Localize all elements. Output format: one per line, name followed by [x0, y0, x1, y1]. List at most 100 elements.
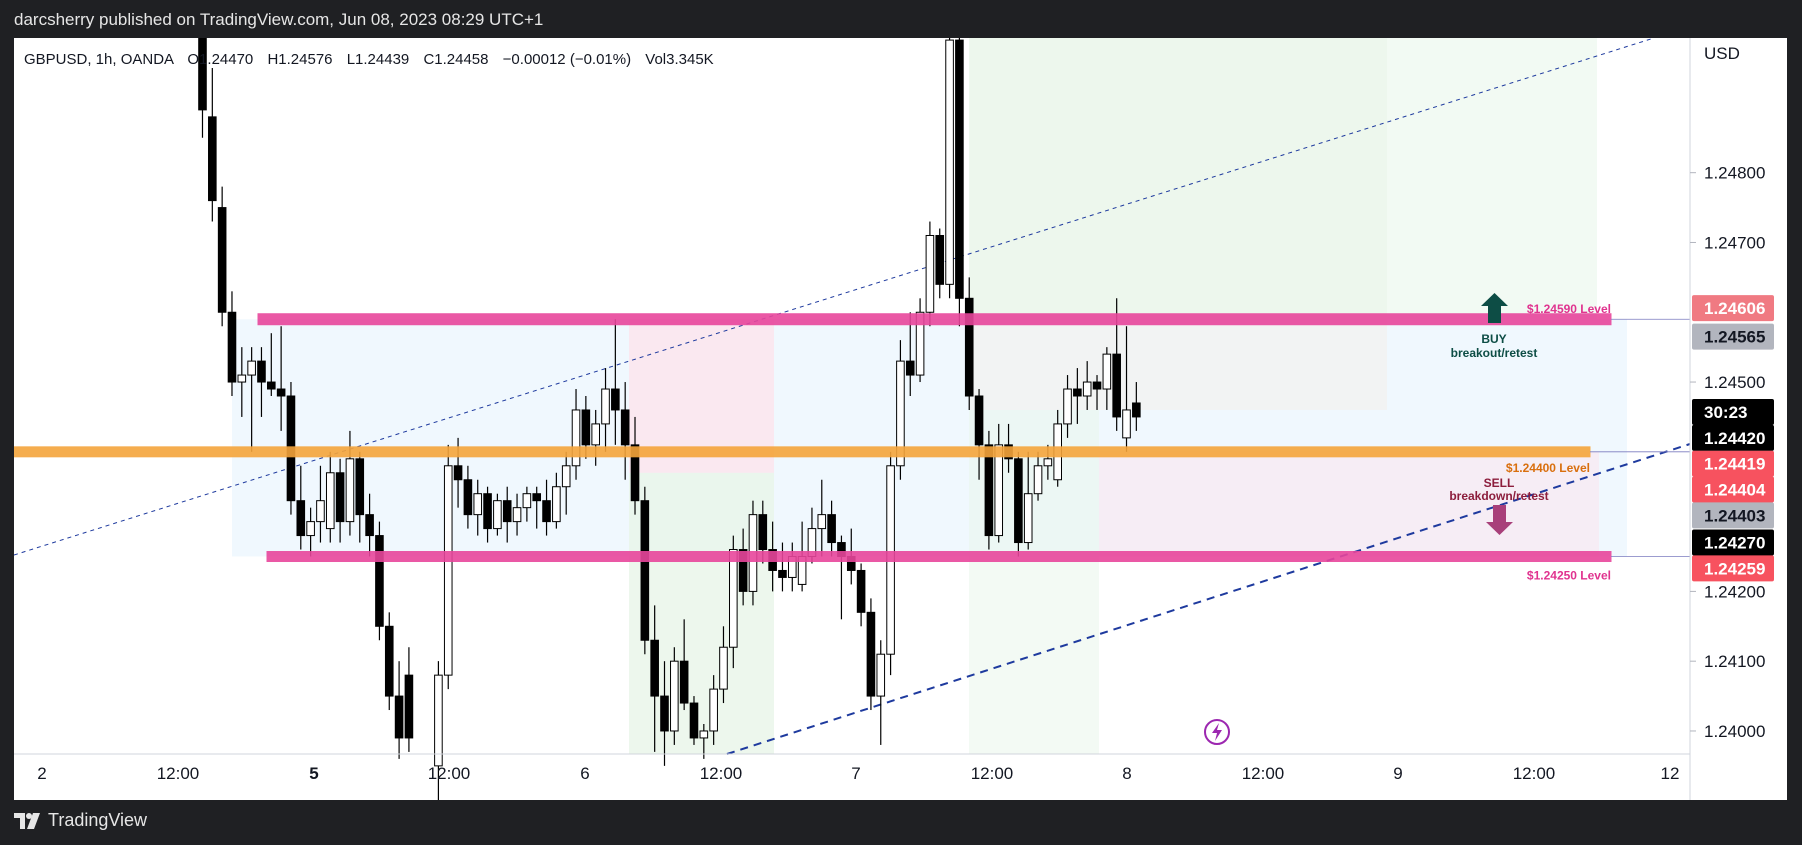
bullish-candle-body — [493, 500, 502, 530]
bullish-candle-body — [876, 653, 886, 697]
bullish-candle-body — [729, 549, 738, 648]
candle — [355, 451, 365, 543]
candle — [1063, 375, 1072, 438]
symbol-name: GBPUSD, 1h, OANDA — [24, 51, 174, 68]
bearish-candle-body — [227, 311, 237, 383]
bearish-candle-body — [208, 116, 217, 202]
price-badge-bg — [1692, 450, 1774, 477]
candle — [247, 347, 256, 452]
candle — [964, 277, 974, 410]
bearish-candle-body — [778, 569, 787, 578]
candle — [817, 479, 827, 557]
bearish-candle-body — [1073, 388, 1082, 397]
bearish-candle-body — [1014, 458, 1023, 544]
price-badges: 1.24606 1.24565 30:23 1.24420 1.24419 1.24404… — [1692, 295, 1774, 582]
bullish-candle-body — [316, 500, 325, 523]
candle — [699, 723, 709, 759]
buy-position-profit-zone — [969, 38, 1387, 320]
candle — [935, 228, 945, 299]
price-tick-label: 1.24200 — [1704, 582, 1765, 601]
bearish-candle-body — [375, 535, 384, 627]
bullish-candle-body — [699, 730, 709, 739]
candle — [463, 465, 473, 529]
candle — [886, 451, 895, 676]
tradingview-brand: TradingView — [48, 810, 148, 830]
bearish-candle-body — [660, 695, 669, 732]
time-axis[interactable]: 2 12:00 5 12:00 6 12:00 7 12:00 8 12:00 9 12:00 12 — [37, 764, 1679, 783]
bearish-candle-body — [974, 395, 984, 446]
bullish-candle-body — [512, 507, 522, 523]
price-badge: 1.24404 — [1692, 476, 1774, 503]
candle — [1132, 382, 1141, 431]
candle — [925, 221, 935, 327]
candle — [905, 312, 915, 396]
bearish-candle-body — [935, 234, 945, 285]
price-badge-bg — [1692, 502, 1774, 529]
candle — [512, 493, 522, 536]
bullish-candle-body — [237, 374, 247, 383]
candle — [434, 661, 443, 800]
candle — [198, 38, 207, 138]
bullish-candle-body — [1122, 409, 1131, 439]
bearish-candle-body — [542, 500, 551, 523]
level-band[interactable] — [257, 313, 1612, 326]
candle — [915, 298, 925, 383]
candle — [738, 528, 748, 606]
price-tick-label: 1.24000 — [1704, 722, 1765, 741]
candle — [1033, 451, 1043, 501]
bullish-candle-body — [473, 493, 483, 516]
bullish-candle-body — [719, 646, 728, 690]
bullish-candle-body — [306, 521, 315, 537]
bearish-candle-body — [738, 549, 748, 592]
level-band[interactable] — [266, 551, 1612, 563]
tradingview-icon — [14, 812, 40, 829]
candle — [640, 486, 650, 655]
bearish-candle-body — [650, 639, 659, 697]
bearish-candle-body — [679, 660, 689, 704]
level-layer[interactable]: $1.24590 Level $1.24400 Level $1.24250 Lev… — [14, 302, 1690, 583]
price-badge-bg — [1692, 295, 1774, 322]
tradingview-logo[interactable]: TradingView — [14, 810, 147, 831]
candle — [306, 507, 315, 557]
bullish-candle-body — [247, 360, 256, 376]
candle — [296, 465, 306, 550]
bullish-candle-body — [1043, 458, 1053, 467]
candle — [384, 612, 394, 711]
time-tick-label: 12:00 — [428, 764, 471, 783]
price-badge-bg — [1692, 424, 1774, 451]
upper-channel-line — [14, 38, 1655, 556]
price-badge-label: 1.24259 — [1704, 559, 1765, 578]
price-badge-label: 1.24565 — [1704, 328, 1765, 347]
sell-projection-zone — [1099, 451, 1599, 557]
price-badge: 1.24270 — [1692, 529, 1774, 556]
candle — [227, 291, 237, 396]
price-badge-label: 1.24270 — [1704, 534, 1765, 553]
candle — [394, 661, 404, 759]
candle — [620, 382, 630, 480]
buy-arrow-icon — [1481, 293, 1508, 323]
bearish-candle-body — [365, 514, 374, 537]
bearish-candle-body — [296, 500, 306, 537]
candle — [1023, 451, 1033, 550]
lightning-alert-icon[interactable] — [1204, 719, 1230, 745]
price-badge: 1.24420 — [1692, 424, 1774, 451]
candle — [365, 493, 374, 557]
time-tick-label: 6 — [580, 764, 589, 783]
bearish-candle-body — [611, 388, 620, 411]
level-band[interactable] — [14, 446, 1591, 458]
buy-position-neutral-zone — [969, 319, 1387, 410]
bearish-candle-body — [453, 465, 463, 481]
price-tick-label: 1.24800 — [1704, 164, 1765, 183]
time-tick-label: 2 — [37, 764, 46, 783]
price-chart[interactable]: $1.24590 Level $1.24400 Level $1.24250 Lev… — [14, 38, 1787, 800]
price-badge-bg — [1692, 476, 1774, 503]
price-badge-bg — [1692, 323, 1774, 350]
bullish-candle-body — [915, 311, 925, 376]
candle — [522, 486, 532, 522]
price-axis[interactable]: USD 1.24000 1.24100 1.24200 1.24500 1.24700 1… — [1690, 44, 1765, 741]
candle — [719, 626, 728, 704]
level-label: $1.24590 Level — [1527, 302, 1611, 316]
candle — [689, 696, 699, 745]
candle — [660, 661, 669, 766]
bullish-candle-body — [817, 514, 827, 530]
